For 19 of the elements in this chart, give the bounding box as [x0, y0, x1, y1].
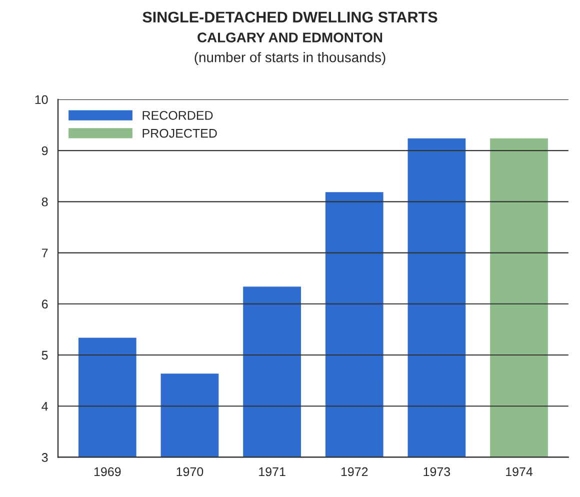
x-tick-label: 1974 [506, 467, 533, 476]
x-tick-label: 1971 [259, 467, 286, 476]
legend-label: PROJECTED [142, 128, 217, 138]
y-tick-label: 10 [35, 95, 48, 104]
chart-subtitle: CALGARY AND EDMONTON [198, 32, 382, 42]
x-tick-label: 1970 [176, 467, 204, 476]
y-tick-label: 4 [42, 402, 48, 411]
text: (number of starts in thousands) [194, 52, 386, 65]
x-tick-label: 1969 [94, 467, 121, 476]
chart-title: SINGLE-DETACHED DWELLING STARTS [142, 12, 438, 23]
y-tick-label: 8 [42, 197, 48, 206]
y-tick-label: 7 [42, 248, 48, 258]
y-tick-label: 5 [42, 350, 48, 360]
legend-label: RECORDED [142, 110, 213, 120]
y-tick-label: 3 [42, 453, 48, 462]
y-tick-label: 9 [42, 146, 48, 156]
x-tick-label: 1972 [341, 467, 368, 476]
y-tick-label: 6 [42, 300, 48, 309]
x-tick-label: 1973 [424, 467, 450, 476]
